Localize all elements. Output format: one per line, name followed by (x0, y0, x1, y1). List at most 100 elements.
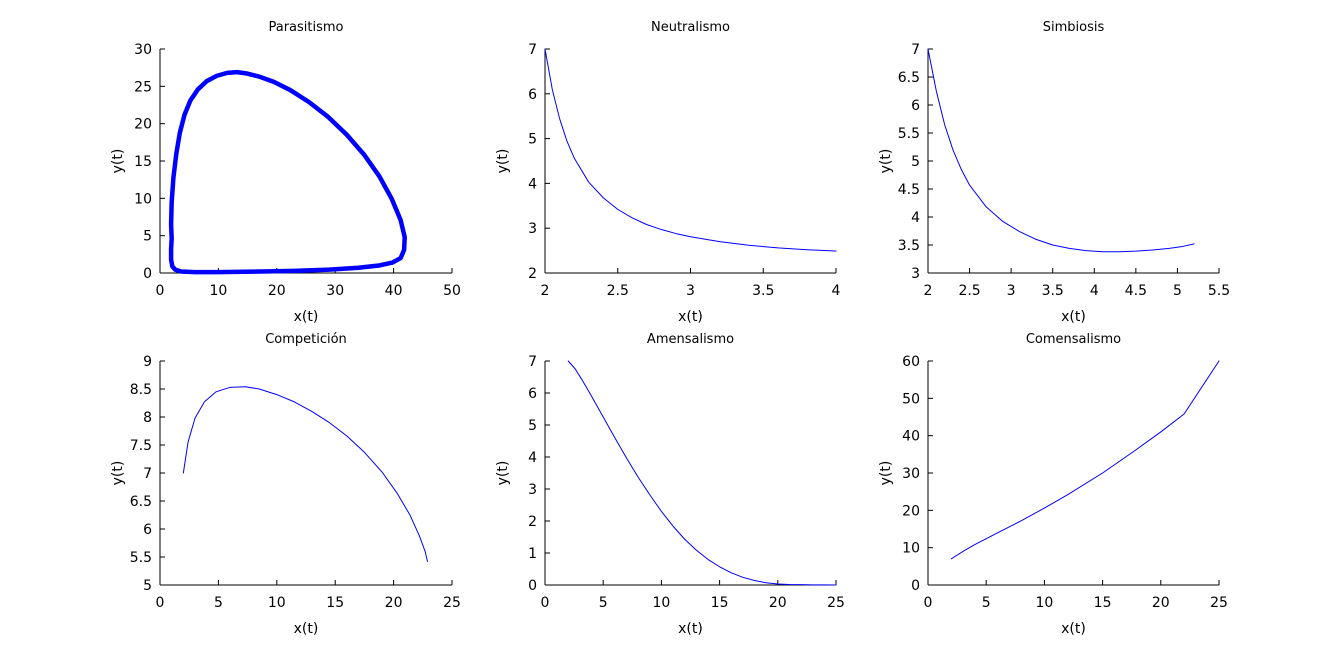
chart-title: Neutralismo (651, 20, 730, 35)
x-tick-label: 3 (1007, 283, 1016, 299)
y-axis-label: y(t) (495, 461, 511, 486)
y-tick-label: 5 (528, 132, 537, 148)
y-tick-label: 6 (528, 386, 537, 402)
series-line (544, 48, 837, 252)
series-line (182, 386, 428, 562)
y-tick-label: 3 (528, 482, 537, 498)
x-tick-label: 25 (443, 595, 461, 611)
y-tick-label: 7.5 (130, 438, 152, 454)
chart-title: Parasitismo (268, 20, 343, 35)
x-tick-label: 20 (385, 595, 403, 611)
x-tick-label: 50 (443, 283, 461, 299)
y-tick-label: 30 (134, 42, 152, 58)
x-axis-label: x(t) (678, 309, 703, 325)
chart-title: Simbiosis (1043, 20, 1105, 35)
x-axis-label: x(t) (294, 621, 319, 637)
x-axis-label: x(t) (1061, 309, 1086, 325)
y-tick-label: 4.5 (898, 182, 920, 198)
x-tick-label: 30 (326, 283, 344, 299)
y-tick-label: 4 (528, 176, 537, 192)
y-tick-label: 3 (911, 266, 920, 282)
y-tick-label: 4 (528, 450, 537, 466)
x-tick-label: 2 (924, 283, 933, 299)
y-tick-label: 5 (911, 154, 920, 170)
y-axis-label: y(t) (878, 461, 894, 486)
x-tick-label: 5 (982, 595, 991, 611)
chart-title: Comensalismo (1026, 332, 1121, 347)
y-tick-label: 5 (143, 578, 152, 594)
y-tick-label: 2 (528, 514, 537, 530)
x-tick-label: 4.5 (1125, 283, 1147, 299)
subplot-neutralismo: Neutralismo 2 2.5 3 3.5 4 2 3 4 5 6 7 x(t) y(t) (495, 20, 841, 325)
x-tick-label: 10 (268, 595, 286, 611)
y-tick-label: 5.5 (130, 550, 152, 566)
x-axis-label: x(t) (1061, 621, 1086, 637)
y-tick-label: 6.5 (898, 70, 920, 86)
y-tick-label: 8 (143, 410, 152, 426)
x-tick-label: 3.5 (752, 283, 774, 299)
x-tick-label: 15 (326, 595, 344, 611)
y-axis-label: y(t) (110, 461, 126, 486)
x-tick-label: 10 (1035, 595, 1053, 611)
x-tick-label: 4 (1090, 283, 1099, 299)
y-tick-label: 0 (911, 578, 920, 594)
y-tick-label: 2 (528, 266, 537, 282)
y-axis-label: y(t) (110, 149, 126, 174)
y-tick-label: 8.5 (130, 382, 152, 398)
x-tick-label: 0 (156, 283, 165, 299)
x-tick-label: 20 (769, 595, 787, 611)
y-tick-label: 6.5 (130, 494, 152, 510)
x-tick-label: 4 (832, 283, 841, 299)
x-tick-label: 10 (652, 595, 670, 611)
y-tick-label: 7 (911, 42, 920, 58)
x-tick-label: 3 (686, 283, 695, 299)
y-tick-label: 60 (902, 354, 920, 370)
x-tick-label: 5 (1173, 283, 1182, 299)
y-axis-label: y(t) (878, 149, 894, 174)
series-line (927, 48, 1195, 253)
x-tick-label: 0 (541, 595, 550, 611)
chart-title: Amensalismo (647, 332, 734, 347)
x-tick-label: 2 (541, 283, 550, 299)
x-tick-label: 3.5 (1042, 283, 1064, 299)
y-axis-label: y(t) (495, 149, 511, 174)
x-tick-label: 20 (1152, 595, 1170, 611)
subplot-simbiosis: Simbiosis 2 2.5 3 3.5 4 4.5 5 5.5 3 3.5 4 4.5 5 5.5 6 6.… (878, 20, 1230, 325)
x-axis-label: x(t) (678, 621, 703, 637)
y-tick-label: 5.5 (898, 126, 920, 142)
y-tick-label: 20 (902, 503, 920, 519)
y-tick-label: 6 (528, 87, 537, 103)
y-tick-label: 4 (911, 210, 920, 226)
y-tick-label: 40 (902, 429, 920, 445)
x-tick-label: 0 (924, 595, 933, 611)
x-tick-label: 2.5 (958, 283, 980, 299)
x-tick-label: 5.5 (1208, 283, 1230, 299)
y-tick-label: 9 (143, 354, 152, 370)
y-tick-label: 7 (143, 466, 152, 482)
y-tick-label: 20 (134, 117, 152, 133)
subplot-amensalismo: Amensalismo 0 5 10 15 20 25 0 1 2 3 4 5 6 7 x(t) y(t) (495, 332, 845, 637)
x-tick-label: 5 (599, 595, 608, 611)
y-tick-label: 7 (528, 42, 537, 58)
y-tick-label: 0 (528, 578, 537, 594)
x-tick-label: 15 (1094, 595, 1112, 611)
series-line (168, 69, 407, 275)
y-tick-label: 50 (902, 391, 920, 407)
y-tick-label: 6 (911, 98, 920, 114)
subplot-comensalismo: Comensalismo 0 5 10 15 20 25 0 10 20 30 40 50 60 x(t) y… (878, 332, 1228, 637)
y-tick-label: 3.5 (898, 238, 920, 254)
chart-title: Competición (265, 332, 347, 347)
y-tick-label: 15 (134, 154, 152, 170)
y-tick-label: 5 (143, 229, 152, 245)
y-tick-label: 5 (528, 418, 537, 434)
x-tick-label: 0 (156, 595, 165, 611)
x-tick-label: 25 (827, 595, 845, 611)
y-tick-label: 1 (528, 546, 537, 562)
y-tick-label: 10 (134, 191, 152, 207)
y-tick-label: 6 (143, 522, 152, 538)
series-line (950, 360, 1220, 560)
x-tick-label: 20 (268, 283, 286, 299)
y-tick-label: 7 (528, 354, 537, 370)
